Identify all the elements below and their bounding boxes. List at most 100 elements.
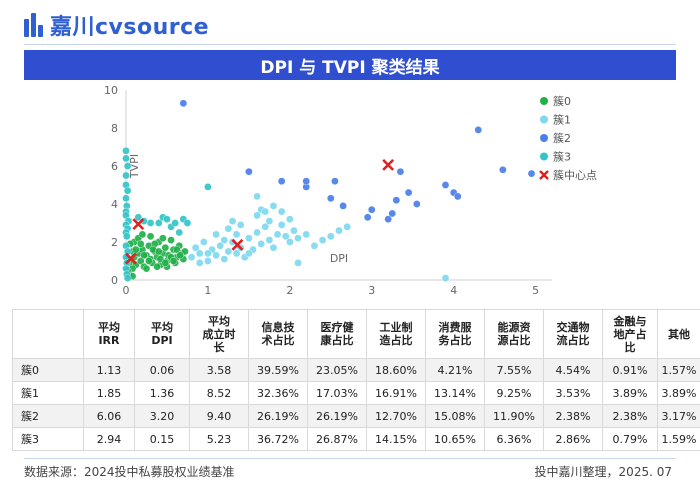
table-cell: 9.40 (189, 404, 249, 428)
cluster-3-point (123, 232, 131, 241)
cluster-0-point (142, 264, 151, 273)
table-cell: 17.03% (307, 381, 367, 405)
cluster-0-point (154, 247, 163, 256)
table-header-cell: 消费服 务占比 (425, 309, 485, 359)
cluster-1-point (245, 234, 253, 242)
table-cell: 36.72% (248, 427, 308, 451)
data-source: 数据来源：2024投中私募股权业绩基准 (24, 465, 235, 479)
cluster-1-point (318, 236, 327, 244)
cluster-3-point (122, 154, 130, 163)
cluster-3-point (175, 228, 184, 237)
cluster-1-point (310, 241, 319, 250)
table-cell: 1.36 (134, 381, 190, 405)
cluster-3-point (134, 213, 143, 222)
table-cell: 2.86% (543, 427, 603, 451)
table-cell: 10.65% (425, 427, 485, 451)
legend-marker (540, 115, 548, 124)
cluster-1-point (191, 243, 200, 252)
cluster-1-point (294, 259, 302, 267)
cluster-0-point (136, 240, 145, 248)
cluster-1-point (269, 202, 278, 210)
table-row: 簇2 6.06 3.20 9.40 26.19% 26.19% 12.70% 15.08% 11… (12, 404, 700, 428)
table-cell: 2.94 (83, 427, 135, 451)
cluster-1-point (220, 255, 229, 263)
y-tick-label: 4 (111, 198, 118, 211)
cluster-3-point (123, 274, 132, 282)
cluster-0-point (132, 245, 140, 254)
cluster-3-point (154, 219, 163, 227)
table-header-cell: 工业制 造占比 (366, 309, 426, 359)
cluster-2-point (277, 177, 286, 185)
credit: 投中嘉川整理，2025. 07 (534, 465, 672, 479)
legend-item: 簇2 (540, 131, 571, 145)
table-header-row: 平均 IRR 平均 DPI 平均 成立时长信息技 术占比 医疗健 康占比 工业制 造占比 消费服 务占比… (12, 309, 700, 359)
cluster-1-point (286, 238, 294, 246)
table-cell: 26.19% (248, 404, 308, 428)
legend-label: 簇中心点 (553, 168, 597, 182)
cluster-3-point (123, 186, 132, 195)
y-tick-label: 6 (111, 160, 118, 173)
chart-title-banner: DPI 与 TVPI 聚类结果 (24, 50, 676, 80)
legend-item: 簇0 (540, 94, 571, 108)
legend-label: 簇3 (553, 150, 571, 164)
cluster-1-point (294, 234, 302, 242)
x-tick-label: 0 (123, 284, 130, 297)
cluster-0-point (169, 257, 178, 265)
table-cell: 3.53% (543, 381, 603, 405)
table-cell: 6.36% (484, 427, 544, 451)
cluster-1-point (277, 221, 286, 229)
cluster-2-point (179, 99, 188, 108)
cluster-3-point (122, 171, 130, 180)
table-cell: 39.59% (248, 358, 308, 382)
x-tick-label: 3 (368, 284, 375, 297)
cluster-1-point (200, 238, 208, 246)
legend-item: 簇3 (540, 150, 571, 164)
table-row: 簇3 2.94 0.15 5.23 36.72% 26.87% 14.15% 10.65% 6.… (12, 427, 700, 451)
cluster-2-point (499, 166, 507, 174)
table-cell: 1.13 (83, 358, 135, 382)
cluster-center-marker (124, 252, 137, 265)
cluster-1-point (441, 274, 450, 282)
legend-label: 簇2 (553, 131, 571, 145)
cluster-2-point (413, 200, 421, 208)
table-header-cell: 平均 成立时长 (189, 309, 249, 359)
cluster-3-point (163, 215, 171, 223)
cluster-1-point (224, 224, 233, 233)
x-tick-label: 4 (450, 284, 457, 297)
cluster-1-point (195, 259, 204, 267)
legend-label: 簇1 (553, 113, 571, 127)
legend-marker (540, 152, 548, 161)
legend-label: 簇0 (553, 94, 571, 108)
table-cell: 8.52 (189, 381, 249, 405)
cluster-2-point (527, 169, 536, 178)
cluster-2-point (363, 213, 372, 222)
table-cell: 15.08% (425, 404, 485, 428)
cluster-1-point (265, 217, 274, 225)
cluster-1-point (273, 230, 282, 239)
row-label: 簇3 (12, 427, 84, 451)
cluster-2-point (441, 181, 450, 189)
cluster-2-point (245, 167, 253, 176)
table-cell: 14.15% (366, 427, 426, 451)
table-cell: 6.06 (83, 404, 135, 428)
row-label: 簇0 (12, 358, 84, 382)
cluster-1-point (228, 217, 237, 225)
y-tick-label: 8 (111, 122, 118, 135)
cluster-0-point (145, 257, 153, 265)
cluster-2-point (384, 215, 392, 223)
cluster-0-point (153, 262, 161, 271)
cluster-1-point (265, 236, 274, 244)
cluster-3-point (146, 219, 155, 227)
cluster-center-marker (382, 158, 395, 171)
cluster-0-point (146, 232, 155, 241)
cluster-2-point (388, 209, 397, 218)
cluster-1-point (286, 215, 294, 223)
cluster-1-point (224, 247, 233, 256)
table-cell: 23.05% (307, 358, 367, 382)
cluster-2-point (302, 177, 311, 185)
table-header-cell: 能源资 源占比 (484, 309, 544, 359)
row-label: 簇1 (12, 381, 84, 405)
cluster-2-point (367, 205, 376, 214)
cluster-0-point (161, 259, 170, 267)
cluster-0-point (159, 234, 167, 242)
